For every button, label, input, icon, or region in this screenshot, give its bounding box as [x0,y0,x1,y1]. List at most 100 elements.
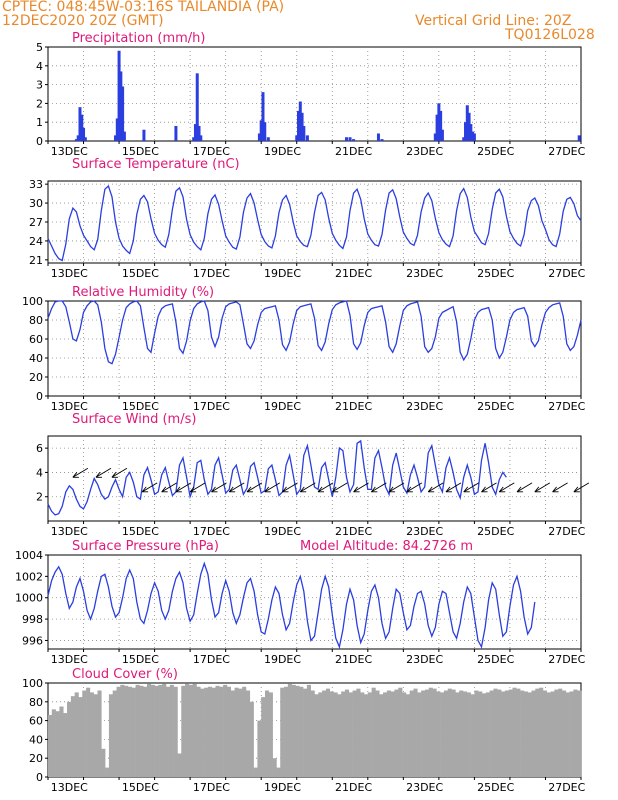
cloud-bar [238,688,243,777]
cloud-bar [352,690,357,777]
y-tick-label: 80 [29,314,43,327]
x-tick-label: 21DEC [335,525,372,538]
wind-arrow-head [95,472,102,478]
wind-arrow-head [141,486,149,493]
wind-arrows [72,467,590,493]
precip-bar [305,135,309,141]
panel-6: 0 20 40 60 80 100 13DEC 15DEC 17DEC 19DEC 21DEC 23D… [22,667,586,794]
cloud-bar [440,692,445,777]
wind-arrow-head [211,486,218,493]
precip-bar [80,114,84,141]
wind-arrow-shaft [72,467,89,478]
wind-arrow-shaft [161,482,177,493]
precip-bar [83,137,87,141]
wind-arrow-head [534,486,541,493]
precip-bar [193,124,197,141]
cloud-bar [230,690,235,777]
x-tick-label: 19DEC [264,145,301,158]
cloud-bar [432,688,437,777]
wind-arrow-shaft [211,482,227,493]
cloud-bar [158,684,163,777]
x-tick-label: 15DEC [122,781,159,794]
wind-arrow-head [552,486,559,493]
y-tick-label: 6 [36,442,43,455]
y-tick-label: 24 [29,235,43,248]
cloud-bar [314,694,319,777]
y-tick-label: 2 [36,97,43,110]
y-tick-label: 0 [36,390,43,403]
cloud-bar [139,685,144,777]
y-tick-label: 40 [29,733,43,746]
precip-bar [376,133,380,141]
precip-bar [467,112,471,141]
cloud-bar [166,686,171,777]
x-tick-label: 13DEC [51,400,88,413]
x-tick-label: 19DEC [264,525,301,538]
x-tick-label: 25DEC [477,781,514,794]
y-tick-label: 1 [36,116,43,129]
precip-bar [115,118,119,141]
cloud-bar [116,686,121,777]
x-tick-label: 19DEC [264,267,301,280]
cloud-bar [485,692,490,777]
wind-arrow-head [264,486,271,493]
cloud-bar [417,692,422,777]
precip-bar [142,129,146,141]
cloud-bar [561,690,567,777]
cloud-bar [261,697,266,777]
x-tick-label: 27DEC [548,400,585,413]
cloud-bar [508,689,513,777]
series-line [47,184,582,262]
cloud-bar [409,690,414,777]
wind-arrow-shaft [406,482,423,493]
plot-frame [47,554,582,650]
wind-arrow-shaft [516,482,533,493]
cloud-bar [348,692,353,777]
precip-bar [192,137,196,141]
cloud-bar [489,690,494,777]
cloud-bar [55,711,60,777]
cloud-bar [105,767,110,777]
x-tick-label: 15DEC [122,145,159,158]
precip-bar [348,137,352,141]
y-tick-label: 5 [36,41,43,54]
cloud-bar [531,690,536,777]
precip-bar [114,135,118,141]
y-tick-label: 40 [29,352,43,365]
cloud-bar [185,683,190,777]
x-tick-label: 21DEC [335,400,372,413]
cloud-bar [402,692,407,777]
precip-bar [117,50,121,142]
cloud-bar [59,706,64,777]
x-tick-label: 23DEC [406,781,443,794]
cloud-bar [253,767,258,777]
precip-bar [266,137,270,141]
precip-bar [440,129,444,141]
cloud-bar [295,685,300,777]
cloud-bar [383,692,388,777]
cloud-bar [303,688,308,777]
wind-arrow-shaft [353,482,369,493]
cloud-bar [459,690,464,777]
wind-arrow-shaft [246,482,263,493]
wind-arrow-head [388,486,396,493]
cloud-bar [78,697,83,777]
wind-arrow-shaft [189,482,206,493]
x-tick-label: 21DEC [335,781,372,794]
panel-title: Relative Humidity (%) [72,285,214,300]
cloud-bar [542,690,548,777]
precip-bar [174,125,178,141]
x-tick-label: 23DEC [406,525,443,538]
cloud-bar [265,690,270,777]
precip-bar [122,131,126,141]
cloud-bar [482,693,487,777]
cloud-bar [219,686,224,777]
cloud-bar [554,689,559,777]
wind-arrow-head [189,486,197,493]
precip-bar [469,124,473,141]
cloud-bar [363,694,369,777]
cloud-bar [447,688,452,777]
y-tick-label: 30 [29,197,43,210]
wind-arrow-head [161,486,168,493]
